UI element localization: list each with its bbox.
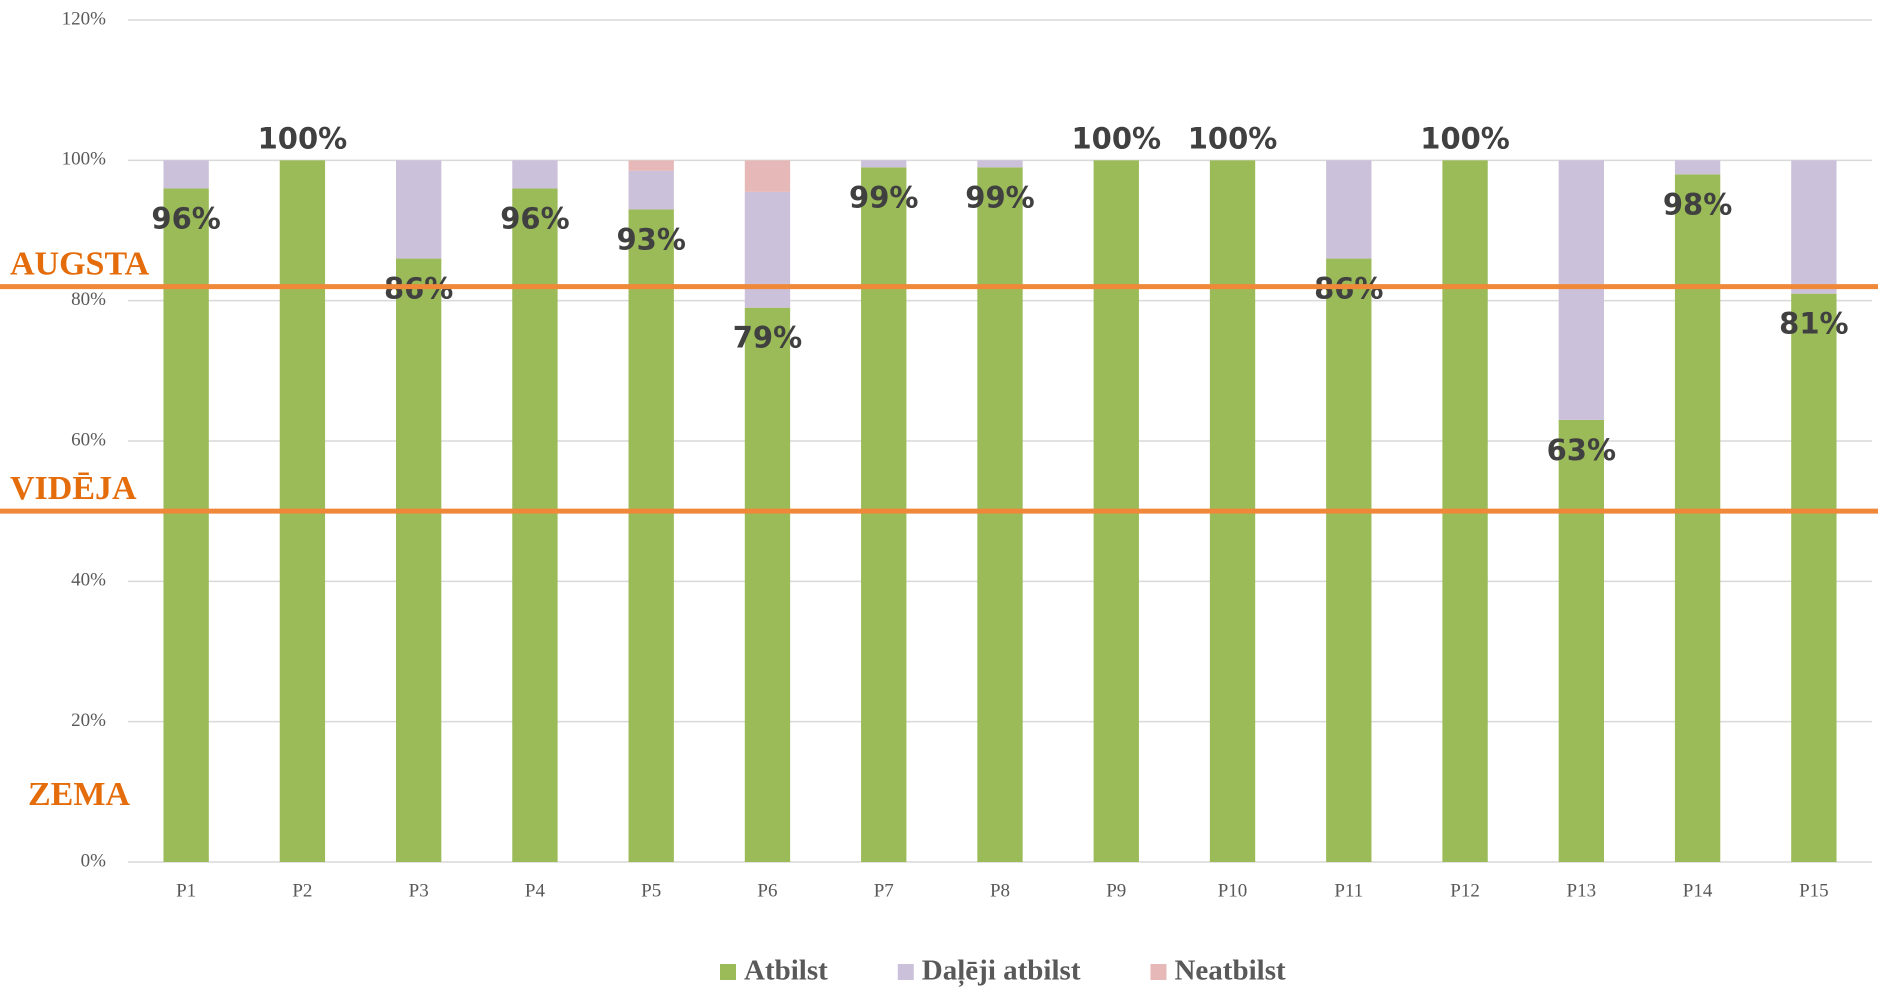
bar-segment [1674,160,1721,175]
bar-segment [1558,160,1605,420]
legend-swatch [720,964,736,980]
x-tick-label: P9 [1106,880,1126,901]
threshold-label: AUGSTA [10,245,150,282]
bar-segment [628,170,674,210]
bar-segment [744,307,791,862]
data-label: 100% [258,121,348,155]
legend-label: Daļēji atbilst [922,955,1081,988]
y-tick-label: 60% [71,429,106,450]
x-tick-label: P6 [757,880,777,901]
bar-segment [1326,160,1372,259]
data-label: 79% [733,321,802,355]
x-tick-label: P13 [1567,880,1597,901]
bar-segment [977,160,1023,168]
bar-segment [744,191,791,308]
bar-segment [628,209,674,862]
x-tick-label: P4 [525,880,546,901]
x-tick-label: P1 [176,880,196,901]
bar-segment [1791,293,1837,862]
y-tick-label: 120% [62,8,107,29]
bar-segment [163,160,209,189]
bar-segment [163,188,209,862]
data-label: 93% [616,222,685,256]
x-tick-label: P7 [874,880,894,901]
x-tick-label: P8 [990,880,1010,901]
data-label: 96% [500,201,569,235]
x-tick-label: P2 [292,880,312,901]
x-tick-label: P10 [1218,880,1248,901]
x-tick-label: P5 [641,880,661,901]
legend-swatch [897,964,914,980]
y-tick-label: 0% [81,850,107,871]
data-label: 96% [151,201,220,235]
x-tick-label: P11 [1334,880,1363,901]
bar-segment [395,258,442,863]
y-tick-label: 100% [62,149,107,170]
data-label: 81% [1779,307,1848,341]
bar-segment [1558,419,1605,862]
data-label: 99% [849,180,918,214]
bar-segment [744,160,791,192]
bar-segment [512,160,558,189]
data-label: 98% [1663,187,1732,221]
bar-segment [861,160,907,168]
legend-label: Atbilst [744,955,828,987]
y-tick-label: 20% [71,710,106,731]
bar-segment [977,167,1023,863]
x-tick-label: P15 [1799,880,1829,901]
threshold-label: VIDĒJA [10,470,137,507]
bar-segment [861,167,907,863]
bar-segment [512,188,558,862]
data-label: 100% [1071,121,1161,155]
bar-segment [1674,174,1721,862]
x-tick-label: P12 [1450,880,1480,901]
y-tick-label: 80% [71,289,106,310]
x-tick-label: P3 [409,880,429,901]
legend-swatch [1150,964,1167,980]
legend-label: Neatbilst [1174,955,1286,987]
data-label: 63% [1547,433,1616,467]
data-label: 99% [965,180,1034,214]
data-label: 100% [1188,121,1278,155]
data-label: 100% [1420,121,1510,155]
zone-label: ZEMA [28,776,130,813]
x-tick-label: P14 [1683,880,1713,901]
bar-segment [628,160,674,171]
bar-segment [1326,258,1372,863]
y-tick-label: 40% [71,570,106,591]
bar-segment [395,160,442,259]
bar-segment [1791,160,1837,294]
